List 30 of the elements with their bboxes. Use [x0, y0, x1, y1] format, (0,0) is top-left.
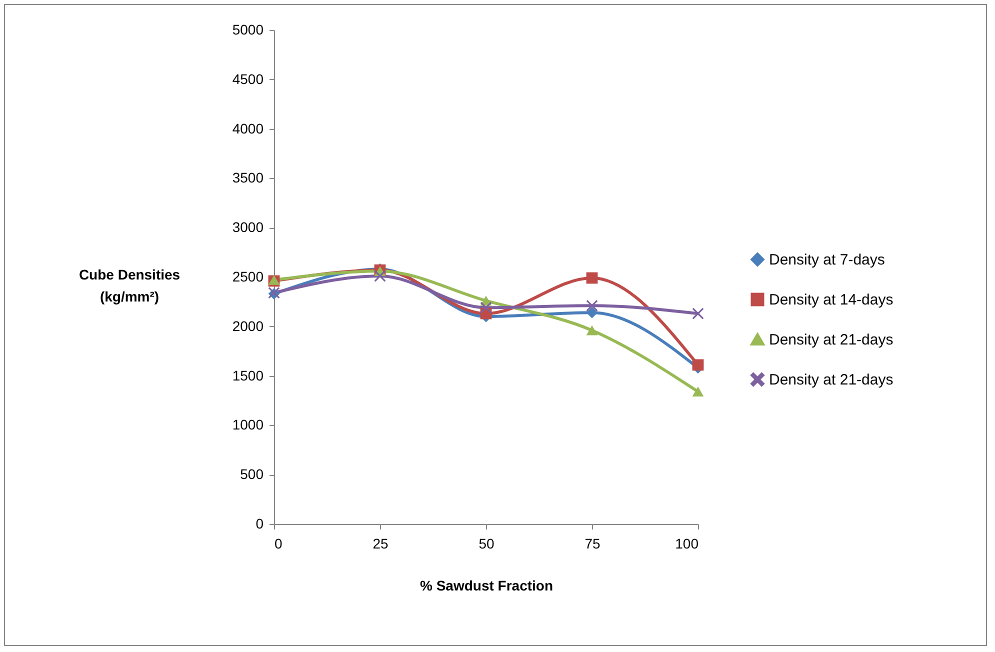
legend-label: Density at 21-days: [769, 372, 894, 388]
y-tick-label: 0: [256, 516, 264, 532]
legend-label: Density at 21-days: [769, 332, 894, 348]
y-tick-label: 500: [240, 466, 264, 482]
point: [692, 308, 704, 320]
y-tick-label: 3500: [232, 170, 264, 186]
y-tick-label: 1500: [232, 367, 264, 384]
point: [480, 302, 492, 314]
point: [586, 272, 598, 284]
y-tick-label: 4000: [232, 120, 264, 136]
y-tick-label: 2000: [232, 318, 264, 334]
x-tick-label: 25: [372, 536, 388, 552]
point: [692, 359, 704, 371]
legend-label: Density at 7-days: [769, 252, 885, 268]
y-tick-label: 4500: [232, 70, 264, 87]
point: [586, 325, 598, 336]
x-axis-title: % Sawdust Fraction: [420, 578, 554, 594]
y-tick-label: 1000: [232, 416, 264, 433]
legend-label: Density at 14-days: [769, 292, 894, 308]
point: [374, 270, 386, 282]
y-tick-label: 2500: [232, 268, 264, 284]
x-tick-label: 100: [675, 536, 699, 552]
y-tick-label: 3000: [232, 219, 264, 236]
y-axis-title: Cube Densities (kg/mm²): [78, 266, 180, 304]
x-tick-label: 0: [274, 536, 282, 552]
point: [586, 306, 598, 318]
x-tick-label: 50: [478, 536, 494, 552]
y-tick-label: 5000: [232, 22, 264, 38]
point: [692, 386, 704, 397]
x-tick-label: 75: [584, 536, 600, 552]
